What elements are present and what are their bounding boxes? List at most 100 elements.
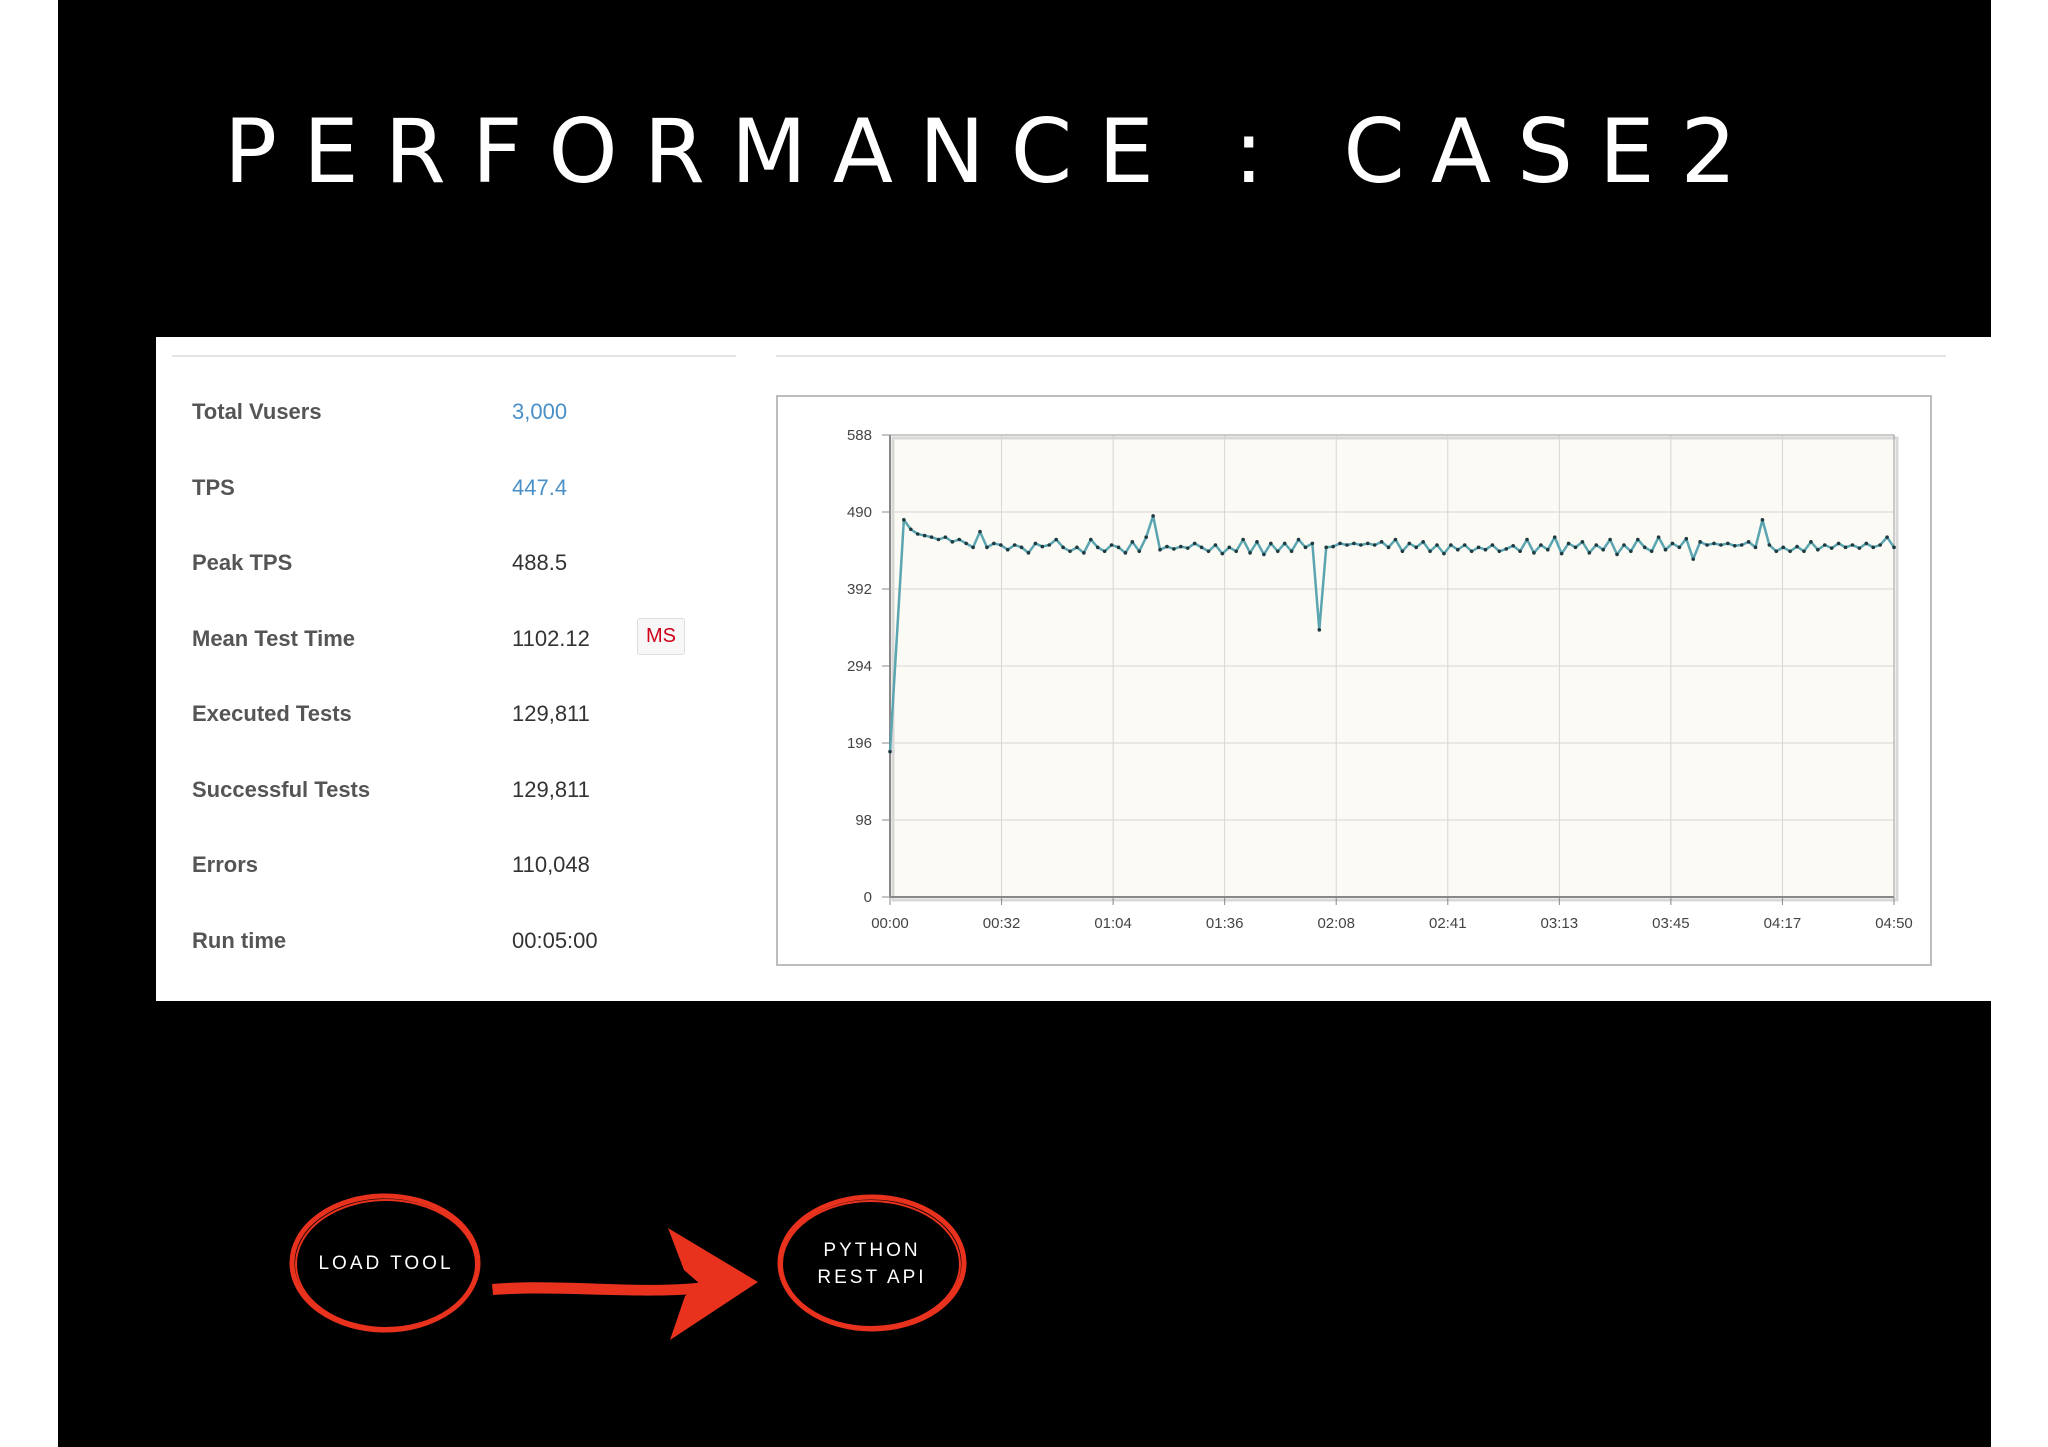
- data-point: [1220, 551, 1225, 556]
- stat-value-link[interactable]: 3,000: [512, 399, 568, 424]
- data-point: [1296, 537, 1301, 542]
- stat-value: 129,811: [512, 776, 590, 802]
- data-point: [1698, 540, 1702, 544]
- data-point: [1836, 541, 1841, 546]
- data-point: [1109, 543, 1114, 547]
- data-point: [1234, 549, 1239, 554]
- data-point: [1712, 541, 1716, 546]
- left-margin-band: [0, 0, 58, 1447]
- data-point: [1642, 545, 1647, 550]
- plot-shadow: [891, 436, 1899, 902]
- data-point: [1760, 518, 1765, 522]
- data-point: [1227, 545, 1232, 550]
- y-tick-label: 98: [855, 812, 872, 829]
- stat-label: Successful Tests: [192, 776, 371, 802]
- data-point: [1864, 541, 1869, 546]
- data-point: [1573, 545, 1578, 550]
- python-label: PYTHON: [823, 1240, 921, 1261]
- data-point: [964, 541, 968, 546]
- data-point: [943, 535, 948, 539]
- data-point: [1068, 549, 1072, 554]
- stats-panel: Total Vusers 3,000 TPS 447.4 Peak TPS 48…: [156, 337, 2009, 1001]
- y-tick-label: 294: [847, 658, 872, 675]
- stat-row-peak-tps: Peak TPS 488.5: [192, 550, 692, 626]
- data-point: [1075, 545, 1079, 550]
- stat-label: Mean Test Time: [192, 625, 356, 651]
- data-point: [1262, 552, 1266, 557]
- data-point: [1580, 540, 1585, 544]
- data-point: [1116, 545, 1121, 550]
- stat-value: 110,048: [512, 852, 590, 877]
- x-tick-label: 00:32: [983, 915, 1021, 932]
- data-point: [992, 541, 996, 546]
- data-point: [1684, 536, 1689, 541]
- data-point: [1802, 549, 1806, 554]
- data-point: [1359, 543, 1363, 547]
- data-point: [1393, 537, 1398, 542]
- data-point: [1289, 549, 1294, 554]
- data-point: [1324, 545, 1329, 550]
- data-point: [1497, 549, 1502, 554]
- data-point: [1809, 540, 1813, 544]
- data-point: [1587, 551, 1592, 555]
- stat-row-run-time: Run time 00:05:00: [192, 928, 692, 1004]
- stat-value-link[interactable]: 447.4: [512, 474, 568, 500]
- data-point: [1185, 546, 1190, 550]
- data-point: [1705, 543, 1709, 547]
- data-point: [1310, 541, 1315, 546]
- x-tick-label: 02:41: [1429, 915, 1467, 932]
- stat-row-executed-tests: Executed Tests 129,811: [192, 701, 692, 777]
- data-point: [1365, 541, 1370, 546]
- data-point: [1539, 543, 1543, 547]
- x-tick-label: 04:50: [1875, 915, 1913, 932]
- data-point: [1871, 545, 1876, 550]
- data-point: [1151, 514, 1155, 518]
- data-point: [1566, 541, 1571, 546]
- data-point: [950, 540, 955, 544]
- divider-right: [776, 355, 1946, 357]
- data-point: [1767, 543, 1772, 547]
- data-point: [957, 537, 962, 542]
- data-point: [1095, 545, 1100, 550]
- data-point: [1179, 544, 1183, 549]
- data-point: [1677, 545, 1682, 550]
- data-point: [1442, 551, 1446, 556]
- data-point: [985, 545, 989, 550]
- stat-label: Peak TPS: [192, 550, 293, 575]
- data-point: [1047, 543, 1052, 547]
- stat-label: Run time: [192, 927, 287, 953]
- load-tool-label: LOAD TOOL: [318, 1253, 454, 1274]
- data-point: [1054, 537, 1058, 542]
- data-point: [1206, 549, 1211, 554]
- data-point: [1144, 535, 1148, 539]
- data-point: [1732, 543, 1737, 548]
- data-point: [1850, 543, 1855, 547]
- data-point: [1435, 543, 1439, 547]
- stat-label: Total Vusers: [192, 399, 322, 424]
- data-point: [1255, 540, 1259, 544]
- data-point: [1656, 535, 1661, 539]
- data-point: [1040, 544, 1045, 549]
- data-point: [1158, 547, 1162, 552]
- data-point: [1878, 543, 1882, 547]
- data-point: [1511, 543, 1515, 548]
- data-point: [1518, 549, 1522, 554]
- data-point: [1525, 537, 1529, 542]
- stat-value: 129,811: [512, 701, 590, 726]
- data-point: [1033, 541, 1038, 546]
- data-point: [1248, 551, 1252, 555]
- slide: PERFORMANCE : CASE2 Total Vusers 3,000 T…: [58, 0, 2009, 1447]
- data-point: [936, 537, 941, 542]
- data-point: [1061, 545, 1065, 550]
- data-point: [1622, 543, 1626, 547]
- data-point: [1082, 551, 1086, 555]
- data-point: [1774, 549, 1779, 554]
- x-tick-label: 00:00: [871, 915, 909, 932]
- data-point: [1719, 543, 1723, 547]
- slide-title: PERFORMANCE : CASE2: [224, 100, 1763, 203]
- data-point: [1691, 557, 1695, 561]
- data-point: [1608, 537, 1612, 542]
- data-point: [971, 545, 975, 550]
- x-tick-label: 04:17: [1764, 915, 1802, 932]
- data-point: [908, 527, 913, 532]
